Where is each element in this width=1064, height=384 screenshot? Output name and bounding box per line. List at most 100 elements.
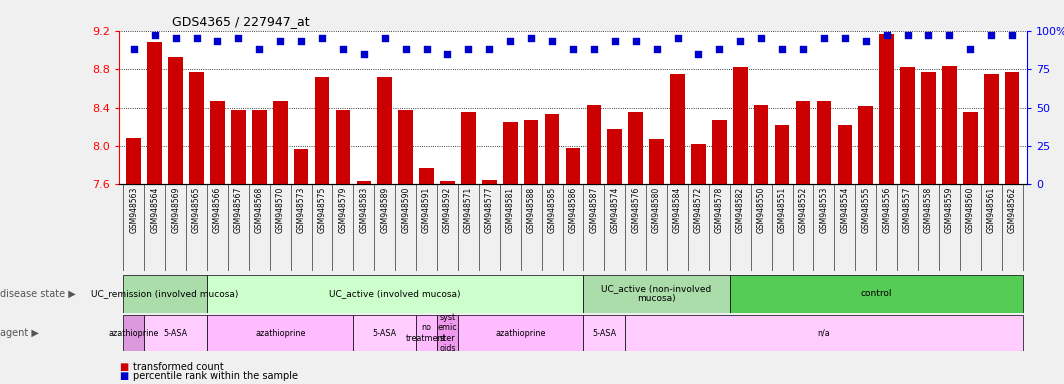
Text: GSM948581: GSM948581 <box>505 187 515 233</box>
Point <box>209 38 226 45</box>
Bar <box>586 105 601 184</box>
Text: 5-ASA: 5-ASA <box>164 329 187 338</box>
Text: GSM948582: GSM948582 <box>736 187 745 233</box>
Bar <box>1004 72 1019 184</box>
Point <box>167 35 184 41</box>
Text: GSM948565: GSM948565 <box>192 187 201 233</box>
Bar <box>353 315 416 351</box>
Point <box>920 32 937 38</box>
Bar <box>168 57 183 184</box>
Bar <box>294 149 309 184</box>
Text: ■: ■ <box>119 371 129 381</box>
Text: GSM948575: GSM948575 <box>317 187 327 233</box>
Text: GSM948555: GSM948555 <box>861 187 870 233</box>
Text: GSM948579: GSM948579 <box>338 187 348 233</box>
Point <box>858 38 875 45</box>
Point <box>355 51 372 57</box>
Text: agent ▶: agent ▶ <box>0 328 39 338</box>
Bar <box>754 105 768 184</box>
Text: GSM948558: GSM948558 <box>924 187 933 233</box>
Point <box>711 46 728 52</box>
Text: GSM948591: GSM948591 <box>422 187 431 233</box>
Text: UC_active (non-involved
mucosa): UC_active (non-involved mucosa) <box>601 284 712 303</box>
Text: UC_remission (involved mucosa): UC_remission (involved mucosa) <box>92 289 238 298</box>
Bar <box>482 180 497 184</box>
Point <box>836 35 853 41</box>
Text: GSM948569: GSM948569 <box>171 187 180 233</box>
Point <box>606 38 624 45</box>
Text: GSM948554: GSM948554 <box>841 187 849 233</box>
Text: GSM948584: GSM948584 <box>674 187 682 233</box>
Text: UC_active (involved mucosa): UC_active (involved mucosa) <box>330 289 461 298</box>
Text: 5-ASA: 5-ASA <box>372 329 397 338</box>
Bar <box>272 101 287 184</box>
Text: GSM948587: GSM948587 <box>589 187 598 233</box>
Bar <box>796 101 811 184</box>
Text: azathioprine: azathioprine <box>255 329 305 338</box>
Point <box>397 46 414 52</box>
Bar <box>583 275 730 313</box>
Point <box>271 38 288 45</box>
Text: ■: ■ <box>119 362 129 372</box>
Point <box>899 32 916 38</box>
Point <box>230 35 247 41</box>
Text: GSM948585: GSM948585 <box>548 187 556 233</box>
Point <box>774 46 791 52</box>
Bar <box>148 42 162 184</box>
Bar <box>670 74 685 184</box>
Text: GSM948562: GSM948562 <box>1008 187 1016 233</box>
Point <box>732 38 749 45</box>
Bar <box>458 315 583 351</box>
Bar <box>733 67 748 184</box>
Text: GSM948563: GSM948563 <box>130 187 138 233</box>
Text: GSM948560: GSM948560 <box>966 187 975 233</box>
Text: GSM948592: GSM948592 <box>443 187 452 233</box>
Bar <box>189 72 204 184</box>
Point <box>795 46 812 52</box>
Bar <box>775 125 789 184</box>
Bar <box>127 138 142 184</box>
Text: GSM948573: GSM948573 <box>297 187 305 233</box>
Text: GSM948553: GSM948553 <box>819 187 829 233</box>
Bar <box>629 113 643 184</box>
Bar <box>900 67 915 184</box>
Bar <box>503 122 517 184</box>
Text: GSM948574: GSM948574 <box>611 187 619 233</box>
Bar <box>523 120 538 184</box>
Text: transformed count: transformed count <box>133 362 223 372</box>
Point <box>126 46 143 52</box>
Text: no
treatment: no treatment <box>406 323 447 343</box>
Text: GDS4365 / 227947_at: GDS4365 / 227947_at <box>172 15 310 28</box>
Point <box>941 32 958 38</box>
Bar <box>649 139 664 184</box>
Text: GSM948564: GSM948564 <box>150 187 160 233</box>
Text: GSM948583: GSM948583 <box>360 187 368 233</box>
Bar <box>440 182 454 184</box>
Text: GSM948568: GSM948568 <box>254 187 264 233</box>
Point <box>564 46 581 52</box>
Bar <box>859 106 874 184</box>
Point <box>334 46 351 52</box>
Text: GSM948550: GSM948550 <box>757 187 766 233</box>
Bar <box>984 74 998 184</box>
Point <box>585 46 602 52</box>
Bar <box>207 275 583 313</box>
Point <box>146 32 163 38</box>
Text: GSM948551: GSM948551 <box>778 187 786 233</box>
Point <box>251 46 268 52</box>
Text: GSM948566: GSM948566 <box>213 187 222 233</box>
Bar <box>545 114 560 184</box>
Bar <box>921 72 936 184</box>
Point <box>522 35 539 41</box>
Bar <box>315 77 330 184</box>
Bar <box>416 315 437 351</box>
Point <box>1003 32 1020 38</box>
Text: GSM948552: GSM948552 <box>798 187 808 233</box>
Text: GSM948580: GSM948580 <box>652 187 661 233</box>
Point <box>669 35 686 41</box>
Bar <box>419 168 434 184</box>
Text: 5-ASA: 5-ASA <box>593 329 616 338</box>
Point <box>815 35 832 41</box>
Text: GSM948588: GSM948588 <box>527 187 535 233</box>
Bar <box>252 111 267 184</box>
